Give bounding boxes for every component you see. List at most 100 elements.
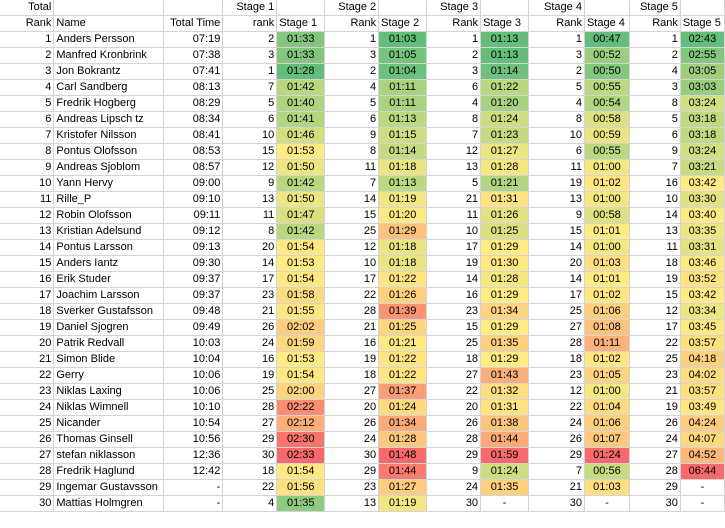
stage2-time-cell: 01:22: [378, 367, 428, 384]
stage1-rank-cell: 23: [222, 287, 278, 304]
stage3-time-cell: 01:31: [480, 191, 530, 208]
stage1-rank-cell: 24: [222, 335, 278, 352]
total-time-cell: 10:04: [163, 351, 224, 368]
stage4-rank-cell: 5: [528, 79, 585, 96]
stage4-rank-cell: 3: [528, 47, 585, 64]
table-row: 30 Mattias Holmgren -4 01:35 13 01:19 30-30-30…: [0, 495, 725, 512]
stage1-rank-cell: 15: [222, 143, 278, 160]
header-rank: Rank: [0, 15, 55, 32]
table-row: 28 Fredrik Haglund 12:42 18 01:54 29 01:44 9 01:…: [0, 463, 725, 480]
stage3-time-cell: 01:21: [480, 175, 530, 192]
table-row: 21 Simon Blide 10:04 16 01:53 19 01:22 18 01:29 1…: [0, 351, 725, 368]
stage5-rank-cell: 7: [629, 159, 681, 176]
total-rank-cell: 6: [0, 111, 55, 128]
total-time-cell: -: [163, 479, 224, 496]
stage5-rank-cell: 12: [629, 303, 681, 320]
table-row: 4 Carl Sandberg 08:13 7 01:42 4 01:11 6 01:22 5 00…: [0, 79, 725, 96]
table-row: 20 Patrik Redvall 10:03 24 01:59 16 01:21 25 01:…: [0, 335, 725, 352]
stage5-rank-cell: 22: [629, 335, 681, 352]
stage2-time-cell: 01:25: [378, 319, 428, 336]
stage1-time-cell: 01:56: [276, 479, 326, 496]
stage2-time-cell: 01:22: [378, 271, 428, 288]
total-time-cell: -: [163, 495, 224, 512]
stage2-rank-cell: 4: [324, 79, 380, 96]
stage3-time-cell: 01:31: [480, 399, 530, 416]
stage2-rank-cell: 1: [324, 31, 380, 48]
stage1-time-cell: 02:12: [276, 415, 326, 432]
stage1-rank-cell: 2: [222, 31, 278, 48]
total-time-cell: 09:10: [163, 191, 224, 208]
stage3-rank-cell: 12: [426, 143, 482, 160]
stage4-rank-cell: 8: [528, 111, 585, 128]
stage4-time-cell: 00:47: [584, 31, 630, 48]
total-time-cell: 08:57: [163, 159, 224, 176]
stage2-rank-cell: 16: [324, 335, 380, 352]
driver-name-cell: Niklas Laxing: [53, 383, 165, 400]
total-time-cell: 10:10: [163, 399, 224, 416]
stage2-rank-cell: 20: [324, 399, 380, 416]
total-rank-cell: 28: [0, 463, 55, 480]
stage5-rank-cell: 13: [629, 223, 681, 240]
stage2-time-cell: 01:26: [378, 287, 428, 304]
stage3-time-cell: 01:29: [480, 351, 530, 368]
driver-name-cell: Pontus Larsson: [53, 239, 165, 256]
driver-name-cell: Fredrik Hogberg: [53, 95, 165, 112]
total-rank-cell: 10: [0, 175, 55, 192]
table-row: 22 Gerry 10:06 19 01:54 18 01:22 27 01:43 23 01:05…: [0, 367, 725, 384]
stage2-time-cell: 01:13: [378, 111, 428, 128]
stage2-rank-cell: 12: [324, 239, 380, 256]
driver-name-cell: Robin Olofsson: [53, 207, 165, 224]
driver-name-cell: Carl Sandberg: [53, 79, 165, 96]
stage4-time-cell: 01:07: [584, 431, 630, 448]
driver-name-cell: Nicander: [53, 415, 165, 432]
stage3-rank-cell: 20: [426, 399, 482, 416]
total-time-cell: 08:29: [163, 95, 224, 112]
stage4-time-cell: 01:24: [584, 447, 630, 464]
stage1-rank-cell: 26: [222, 319, 278, 336]
stage1-time-cell: 01:33: [276, 31, 326, 48]
stage2-rank-cell: 23: [324, 479, 380, 496]
stage2-rank-cell: 7: [324, 175, 380, 192]
total-rank-cell: 30: [0, 495, 55, 512]
stage5-time-cell: 03:46: [680, 255, 725, 272]
stage3-time-cell: 01:35: [480, 479, 530, 496]
stage3-time-cell: 01:29: [480, 239, 530, 256]
stage1-time-cell: 01:33: [276, 47, 326, 64]
results-table: Total Stage 1 Stage 2 Stage 3 Stage 4 St…: [0, 0, 725, 512]
stage2-time-cell: 01:15: [378, 127, 428, 144]
stage4-rank-cell: 14: [528, 271, 585, 288]
driver-name-cell: Rille_P: [53, 191, 165, 208]
stage1-time-cell: 01:58: [276, 287, 326, 304]
stage5-rank-cell: 19: [629, 271, 681, 288]
stage3-time-cell: 01:44: [480, 431, 530, 448]
stage5-time-cell: 06:44: [680, 463, 725, 480]
stage2-rank-cell: 24: [324, 431, 380, 448]
total-rank-cell: 14: [0, 239, 55, 256]
stage2-rank-cell: 6: [324, 111, 380, 128]
stage4-rank-cell: 2: [528, 63, 585, 80]
driver-name-cell: Manfred Kronbrink: [53, 47, 165, 64]
stage1-rank-cell: 1: [222, 63, 278, 80]
stage4-time-cell: 01:06: [584, 415, 630, 432]
stage4-time-cell: 00:55: [584, 79, 630, 96]
stage3-rank-cell: 14: [426, 271, 482, 288]
stage4-rank-cell: 19: [528, 175, 585, 192]
table-row: 11 Rille_P 09:10 13 01:50 14 01:19 21 01:31 13 01:…: [0, 191, 725, 208]
stage2-time-cell: 01:37: [378, 383, 428, 400]
total-rank-cell: 4: [0, 79, 55, 96]
stage2-rank-cell: 22: [324, 287, 380, 304]
header-stage3-group: Stage 3: [426, 0, 482, 16]
stage5-time-cell: 04:18: [680, 351, 725, 368]
stage1-time-cell: 01:59: [276, 335, 326, 352]
total-time-cell: 09:48: [163, 303, 224, 320]
stage5-rank-cell: 10: [629, 191, 681, 208]
driver-name-cell: Yann Hervy: [53, 175, 165, 192]
stage4-time-cell: 01:11: [584, 335, 630, 352]
stage5-time-cell: -: [680, 479, 725, 496]
stage1-rank-cell: 6: [222, 111, 278, 128]
stage2-time-cell: 01:22: [378, 351, 428, 368]
stage2-time-cell: 01:19: [378, 495, 428, 512]
stage3-rank-cell: 6: [426, 79, 482, 96]
stage1-time-cell: 01:50: [276, 159, 326, 176]
stage1-rank-cell: 9: [222, 175, 278, 192]
